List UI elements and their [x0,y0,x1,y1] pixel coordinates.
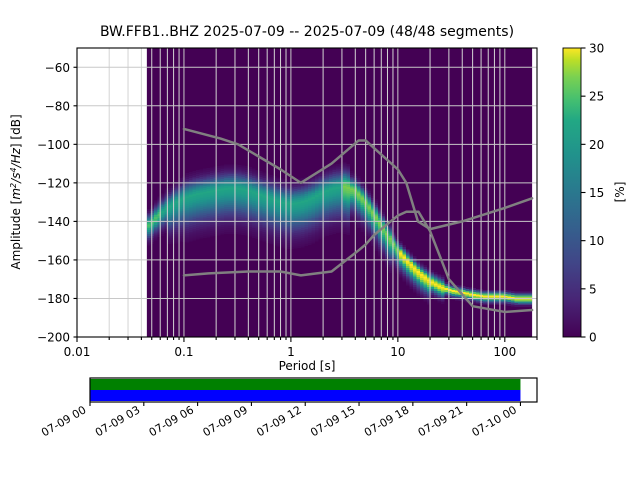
x-tick-label: 0.01 [64,345,91,359]
colorbar-tick-label: 25 [589,90,604,104]
colorbar-label: [%] [613,182,627,203]
x-tick-label: 1 [287,345,295,359]
colorbar-ticks: 0 5 10 15 20 25 30 [581,42,604,345]
colorbar-tick-label: 5 [589,282,597,296]
y-tick-label: −160 [37,253,70,267]
y-tick-label: −120 [37,176,70,190]
x-axis-ticks: 0.01 0.1 1 10 100 [64,337,538,359]
colorbar-tick-label: 30 [589,42,604,56]
colorbar-tick-label: 0 [589,331,597,345]
y-tick-label: −100 [37,138,70,152]
timeline-bars [89,377,538,403]
ppsd-heatmap [146,48,533,337]
plot-title: BW.FFB1..BHZ 2025-07-09 -- 2025-07-09 (4… [100,24,514,40]
colorbar: 0 5 10 15 20 25 30 [%] [562,42,627,345]
y-tick-label: −80 [45,99,70,113]
grid-minor-lines [108,48,538,337]
y-tick-label: −180 [37,292,70,306]
colorbar-tick-label: 15 [589,186,604,200]
y-tick-label: −140 [37,215,70,229]
segments-bar [90,379,521,390]
x-tick-label: 10 [390,345,405,359]
y-axis-ticks: −60 −80 −100 −120 −140 −160 −180 −200 [37,61,77,345]
x-axis-label: Period [s] [279,359,336,373]
x-tick-label: 0.1 [174,345,193,359]
axes-frame [76,47,538,338]
colorbar-tick-label: 10 [589,234,604,248]
y-tick-label: −200 [37,331,70,345]
x-tick-label: 100 [493,345,516,359]
colorbar-gradient [563,48,581,337]
data-bar [90,390,521,401]
y-axis-label: Amplitude [m2/s4/Hz] [dB] [9,114,24,269]
colorbar-tick-label: 20 [589,138,604,152]
peterson-noise-models [182,127,534,314]
y-tick-label: −60 [45,61,70,75]
